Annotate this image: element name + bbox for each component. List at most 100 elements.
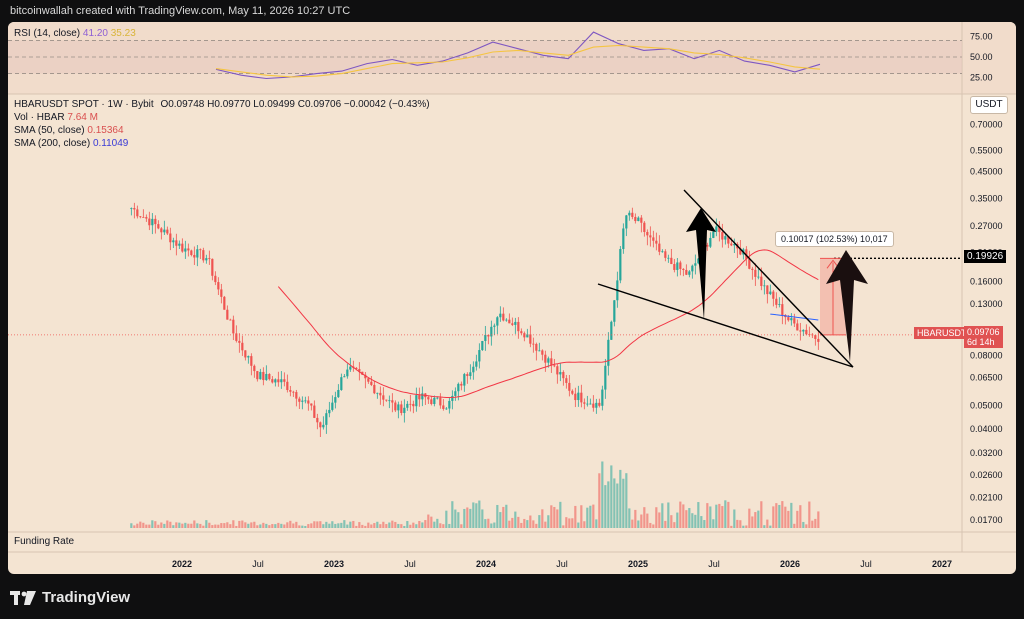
- volume-bar: [772, 506, 775, 528]
- tradingview-logo[interactable]: TradingView: [10, 589, 130, 606]
- wedge-height-arrow: [686, 208, 716, 320]
- price-tick-10: 0.06500: [970, 372, 1003, 382]
- price-tick-7: 0.13000: [970, 299, 1003, 309]
- volume-bar: [604, 485, 607, 528]
- candle: [763, 285, 766, 287]
- volume-bar: [724, 500, 727, 528]
- volume-bar: [130, 523, 133, 528]
- candle: [676, 262, 679, 270]
- volume-bar: [439, 523, 442, 528]
- volume-bar: [178, 522, 181, 528]
- candle: [634, 216, 637, 222]
- volume-bar: [730, 525, 733, 528]
- price-tick-0: 0.70000: [970, 120, 1003, 130]
- candle: [622, 228, 625, 250]
- candle: [274, 379, 277, 383]
- volume-bar: [340, 522, 343, 528]
- volume-bar: [301, 525, 304, 528]
- volume-bar: [406, 521, 409, 528]
- volume-bar: [361, 524, 364, 528]
- candle: [601, 389, 604, 406]
- candle: [604, 365, 607, 390]
- volume-bar: [505, 504, 508, 528]
- volume-bar: [238, 520, 241, 528]
- volume-bar: [655, 507, 658, 528]
- candle: [655, 240, 658, 244]
- candle: [772, 291, 775, 299]
- volume-bar: [544, 521, 547, 528]
- volume-bar: [514, 511, 517, 528]
- volume-bar: [523, 518, 526, 528]
- volume-bar: [562, 525, 565, 528]
- candle: [454, 391, 457, 396]
- candle: [691, 265, 694, 272]
- candle: [502, 313, 505, 321]
- volume-bar: [247, 523, 250, 528]
- chart-canvas[interactable]: 0.700000.550000.450000.350000.270000.210…: [8, 22, 1016, 574]
- target-price-tag: 0.19926: [964, 250, 1007, 263]
- candle: [778, 304, 781, 305]
- volume-bar: [553, 506, 556, 528]
- volume-bar: [817, 511, 820, 528]
- candle: [490, 326, 493, 337]
- volume-bar: [223, 523, 226, 528]
- chart-frame[interactable]: 0.700000.550000.450000.350000.270000.210…: [8, 22, 1016, 574]
- volume-bar: [184, 522, 187, 528]
- volume-bar: [433, 521, 436, 528]
- volume-bar: [646, 513, 649, 528]
- candle: [358, 369, 361, 372]
- volume-bar: [367, 522, 370, 528]
- volume-bar: [529, 515, 532, 528]
- sma200-legend: SMA (200, close) 0.11049: [14, 138, 128, 149]
- candle: [184, 248, 187, 252]
- volume-bar: [235, 525, 238, 528]
- volume-bar: [337, 523, 340, 528]
- candle: [244, 350, 247, 358]
- volume-bar: [262, 522, 265, 528]
- currency-button[interactable]: USDT: [970, 96, 1008, 114]
- volume-bar: [478, 500, 481, 528]
- candle: [181, 243, 184, 252]
- volume-bar: [382, 521, 385, 528]
- volume-bar: [355, 525, 358, 528]
- volume-bar: [676, 512, 679, 528]
- candle: [385, 399, 388, 401]
- candle: [400, 404, 403, 414]
- candle: [157, 224, 160, 229]
- candle: [670, 257, 673, 265]
- sma50-line: [277, 249, 819, 398]
- volume-bar: [295, 521, 298, 528]
- candle: [253, 365, 256, 372]
- volume-bar: [802, 521, 805, 528]
- volume-bar: [283, 524, 286, 528]
- volume-bar: [652, 524, 655, 528]
- candle: [220, 289, 223, 297]
- candle: [682, 268, 685, 270]
- candle: [370, 381, 373, 385]
- candle: [148, 218, 151, 226]
- volume-bar: [616, 483, 619, 528]
- volume-bar: [598, 473, 601, 528]
- candle: [415, 395, 418, 407]
- volume-bar: [241, 520, 244, 528]
- price-tick-16: 0.01700: [970, 515, 1003, 525]
- volume-bar: [256, 525, 259, 528]
- volume-bar: [412, 522, 415, 528]
- candle: [628, 212, 631, 216]
- sma200-line: [770, 313, 819, 321]
- candle: [238, 340, 241, 343]
- volume-bar: [418, 520, 421, 528]
- candle: [499, 313, 502, 318]
- volume-bar: [775, 503, 778, 528]
- candle: [583, 402, 586, 404]
- time-tick-8: 2026: [780, 559, 800, 569]
- candle: [349, 366, 352, 370]
- candle: [406, 403, 409, 408]
- candle: [769, 291, 772, 295]
- volume-bar: [658, 512, 661, 528]
- sma50-value: 0.15364: [87, 125, 124, 136]
- candle: [136, 209, 139, 217]
- top-credit-bar: bitcoinwallah created with TradingView.c…: [0, 0, 1024, 22]
- price-tick-12: 0.04000: [970, 424, 1003, 434]
- volume-bar: [316, 521, 319, 528]
